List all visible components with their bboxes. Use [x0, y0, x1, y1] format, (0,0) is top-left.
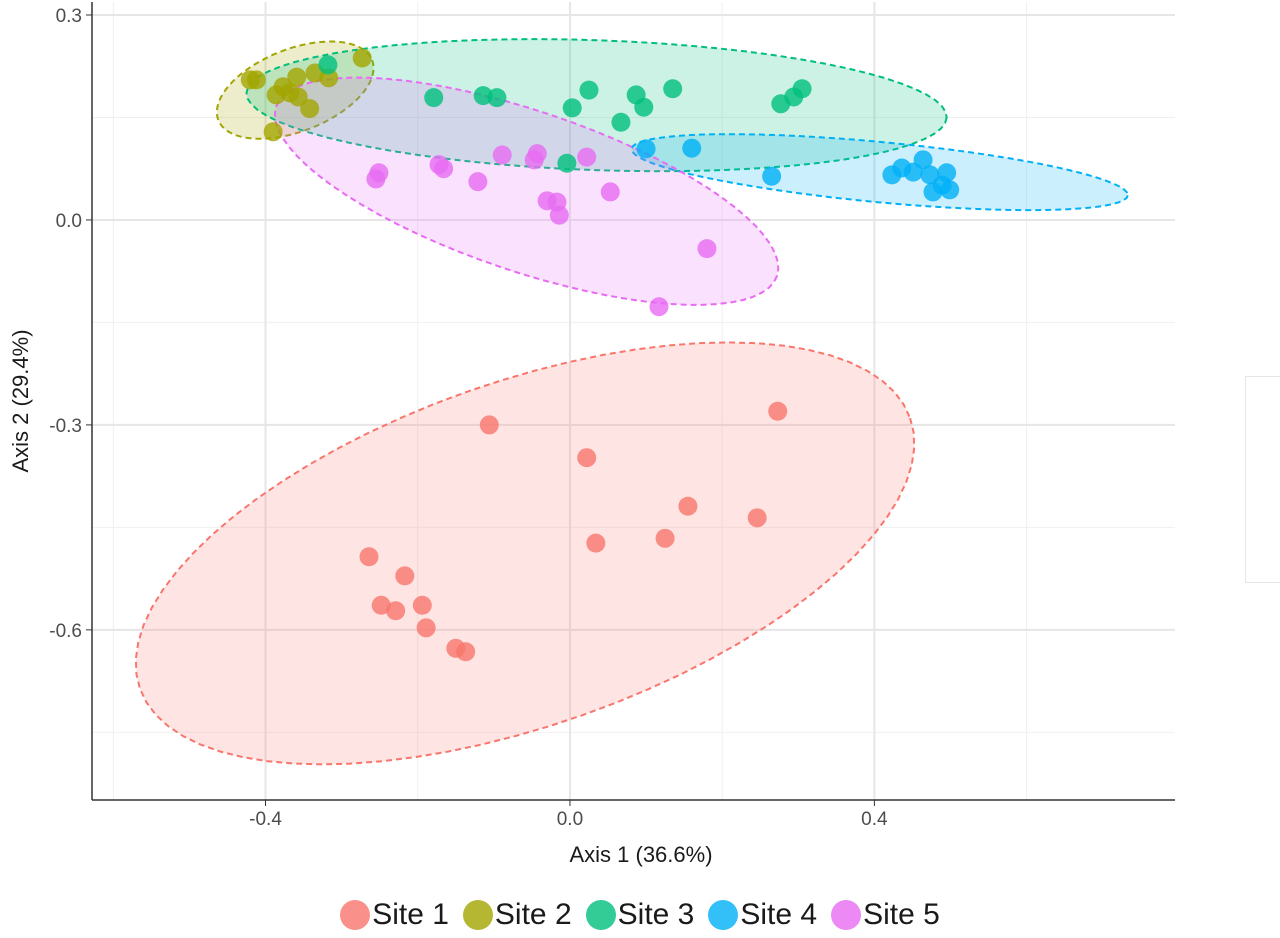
point-site-5	[649, 297, 669, 317]
y-tick-label: -0.3	[49, 416, 82, 437]
point-site-1	[412, 595, 432, 615]
point-site-5	[524, 150, 544, 170]
point-site-1	[386, 601, 406, 621]
x-tick-label: 0.0	[557, 809, 583, 830]
ellipse-site-1	[134, 341, 916, 766]
point-site-1	[768, 401, 788, 421]
x-tick-label: -0.4	[249, 809, 282, 830]
point-site-1	[395, 566, 415, 586]
point-site-3	[634, 97, 654, 117]
legend-label: Site 5	[863, 898, 940, 931]
point-site-4	[913, 150, 933, 170]
point-site-5	[577, 147, 597, 167]
legend-swatch	[462, 900, 493, 930]
point-site-3	[424, 88, 444, 108]
point-site-2	[246, 70, 266, 90]
legend-item-site-3: Site 3	[585, 898, 695, 932]
points	[240, 48, 960, 662]
legend-frame	[1245, 376, 1280, 583]
ellipses	[134, 38, 1129, 766]
y-tick-label: 0.0	[56, 211, 82, 232]
point-site-1	[359, 547, 379, 567]
legend-item-site-2: Site 2	[462, 898, 572, 932]
point-site-2	[300, 99, 320, 119]
point-site-4	[940, 180, 960, 200]
legend-swatch	[831, 900, 862, 930]
point-site-2	[280, 83, 300, 103]
point-site-1	[678, 496, 698, 516]
legend-label: Site 3	[617, 898, 695, 931]
y-tick-label: -0.6	[49, 621, 82, 642]
point-site-2	[287, 67, 307, 87]
legend-swatch	[708, 900, 739, 930]
point-site-4	[923, 182, 943, 202]
ellipse-site-4	[630, 133, 1129, 212]
point-site-3	[579, 80, 599, 100]
point-site-2	[352, 48, 372, 68]
point-site-1	[416, 618, 436, 638]
legend-label: Site 4	[740, 898, 818, 931]
point-site-5	[549, 205, 569, 225]
point-site-1	[577, 448, 597, 468]
point-site-3	[792, 79, 812, 99]
legend-item-site-1: Site 1	[340, 898, 449, 932]
point-site-4	[636, 139, 656, 159]
legend-label: Site 1	[372, 898, 449, 931]
legend-label: Site 2	[494, 898, 572, 931]
point-site-3	[487, 88, 507, 108]
point-site-1	[655, 528, 675, 548]
point-site-5	[697, 239, 717, 259]
x-tick-label: 0.4	[861, 809, 888, 830]
legend-item-site-4: Site 4	[708, 898, 817, 932]
point-site-5	[366, 169, 386, 189]
y-tick-label: 0.3	[56, 6, 82, 27]
point-site-2	[263, 122, 283, 142]
grid	[92, 2, 1175, 800]
legend-item-site-5: Site 5	[831, 898, 940, 932]
x-axis-title: Axis 1 (36.6%)	[569, 842, 712, 867]
point-site-1	[479, 415, 499, 435]
point-site-1	[456, 642, 476, 662]
point-site-1	[371, 595, 391, 615]
ellipse-site-5	[273, 76, 780, 306]
point-site-1	[586, 533, 606, 553]
point-site-5	[434, 159, 454, 179]
point-site-3	[663, 79, 683, 99]
point-site-5	[492, 145, 512, 165]
point-site-3	[557, 153, 577, 173]
point-site-3	[611, 112, 631, 132]
point-site-1	[747, 508, 767, 528]
legend-swatch	[585, 900, 616, 930]
y-axis-title: Axis 2 (29.4%)	[8, 329, 33, 472]
point-site-5	[468, 172, 488, 192]
point-site-4	[682, 138, 702, 158]
point-site-5	[600, 182, 620, 202]
point-site-3	[318, 55, 338, 75]
point-site-3	[562, 98, 582, 118]
legend: Site 1 Site 2 Site 3 Site 4 Site 5	[0, 898, 1280, 932]
legend-swatch	[340, 900, 371, 930]
point-site-4	[762, 166, 782, 186]
ticks: -0.4 0.0 0.4 0.3 0.0 -0.3 -0.6	[49, 6, 888, 830]
